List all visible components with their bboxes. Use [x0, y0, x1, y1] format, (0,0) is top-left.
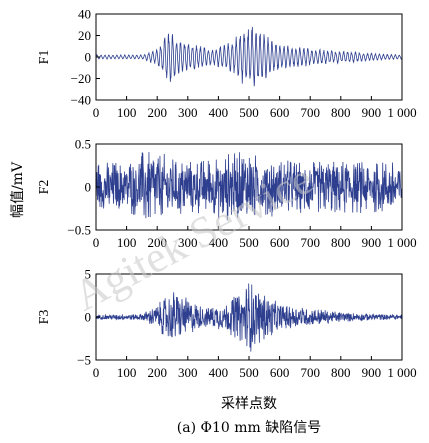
- y-tick-label: −40: [71, 93, 91, 108]
- panel-label-f3: F3: [37, 310, 52, 325]
- x-tick-label: 0: [93, 105, 100, 120]
- x-tick-label: 1 000: [387, 105, 416, 120]
- x-tick-label: 800: [331, 235, 351, 250]
- y-tick-label: 0: [85, 310, 92, 325]
- x-tick-label: 400: [209, 105, 229, 120]
- x-tick-label: 200: [147, 105, 167, 120]
- x-tick-label: 900: [362, 235, 382, 250]
- y-tick-label: −0.5: [67, 223, 91, 238]
- x-tick-label: 100: [117, 105, 137, 120]
- x-tick-label: 500: [239, 365, 259, 380]
- x-tick-label: 900: [362, 365, 382, 380]
- x-tick-label: 300: [178, 365, 198, 380]
- x-tick-label: 800: [331, 105, 351, 120]
- figure-caption: (a) Φ10 mm 缺陷信号: [177, 420, 321, 436]
- x-tick-label: 300: [178, 235, 198, 250]
- y-tick-label: 0.5: [75, 137, 91, 152]
- signal-line-f2: [96, 152, 402, 221]
- shared-y-axis-title: 幅值/mV: [10, 161, 26, 218]
- x-tick-label: 400: [209, 235, 229, 250]
- x-tick-label: 200: [147, 365, 167, 380]
- x-tick-label: 900: [362, 105, 382, 120]
- signal-line-f1: [96, 26, 402, 87]
- x-tick-label: 700: [300, 365, 320, 380]
- signal-line-f3: [96, 283, 402, 352]
- x-tick-label: 500: [239, 235, 259, 250]
- x-tick-label: 800: [331, 365, 351, 380]
- y-tick-label: −5: [77, 353, 91, 368]
- x-tick-label: 0: [93, 365, 100, 380]
- x-tick-label: 700: [300, 105, 320, 120]
- x-tick-label: 400: [209, 365, 229, 380]
- y-tick-label: 5: [85, 267, 92, 282]
- y-tick-label: −20: [71, 71, 91, 86]
- y-tick-label: 40: [78, 7, 91, 22]
- panel-label-f2: F2: [37, 180, 52, 195]
- x-tick-label: 700: [300, 235, 320, 250]
- x-axis-title: 采样点数: [221, 396, 277, 412]
- x-tick-label: 100: [117, 235, 137, 250]
- x-tick-label: 600: [270, 365, 290, 380]
- y-tick-label: 0: [85, 50, 92, 65]
- x-tick-label: 600: [270, 235, 290, 250]
- panel-f2: −0.500.50 100 200 300 400 500 600 700 800 900 1 00…: [37, 137, 417, 251]
- y-tick-label: 20: [78, 28, 91, 43]
- x-tick-label: 200: [147, 235, 167, 250]
- x-tick-label: 1 000: [387, 365, 416, 380]
- y-tick-label: 0: [85, 180, 92, 195]
- x-tick-label: 300: [178, 105, 198, 120]
- panel-label-f1: F1: [37, 50, 52, 65]
- x-tick-label: 1 000: [387, 235, 416, 250]
- x-tick-label: 100: [117, 365, 137, 380]
- x-tick-label: 0: [93, 235, 100, 250]
- x-tick-label: 500: [239, 105, 259, 120]
- x-tick-label: 600: [270, 105, 290, 120]
